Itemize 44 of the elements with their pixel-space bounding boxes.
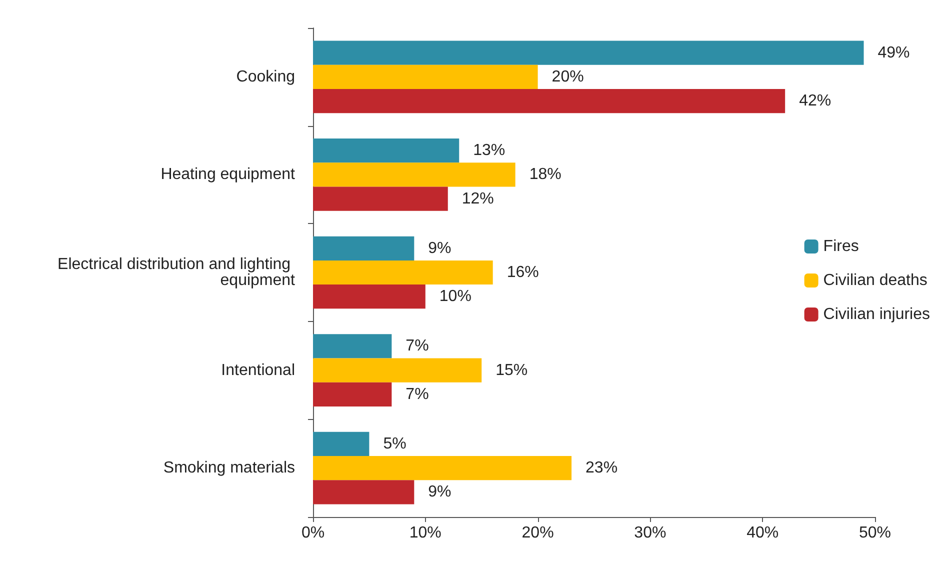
x-tick-label: 20% <box>522 524 554 542</box>
data-label: 5% <box>383 435 406 452</box>
bar <box>313 284 426 309</box>
data-label: 42% <box>799 92 832 110</box>
data-label: 20% <box>552 68 584 86</box>
legend-label: Fires <box>823 238 859 255</box>
bar <box>313 64 538 89</box>
bar <box>313 358 482 382</box>
data-label: 7% <box>406 338 429 355</box>
x-tick-label: 10% <box>409 524 442 542</box>
data-label: 7% <box>406 386 429 403</box>
data-label: 12% <box>462 190 494 208</box>
legend-label: Civilian injuries <box>823 306 930 323</box>
data-label: 18% <box>529 166 562 184</box>
y-tick-label: Heating equipment <box>160 166 296 184</box>
data-label: 16% <box>506 264 539 281</box>
bar <box>313 88 786 114</box>
data-label: 10% <box>439 288 472 306</box>
bar <box>313 40 864 65</box>
bar <box>313 138 460 163</box>
y-tick-label: Electrical distribution and lighting equipment <box>58 256 296 289</box>
bar <box>313 432 370 456</box>
y-tick-label: Cooking <box>236 68 295 86</box>
bar <box>313 456 572 480</box>
bar <box>313 162 516 187</box>
data-label: 13% <box>473 142 506 160</box>
bar <box>313 186 448 211</box>
data-label: 9% <box>428 240 452 257</box>
legend-label: Civilian deaths <box>823 272 928 289</box>
bar <box>313 382 392 406</box>
bar <box>313 334 392 358</box>
x-tick-label: 40% <box>746 524 779 542</box>
data-label: 15% <box>496 362 528 379</box>
data-label: 49% <box>878 44 910 62</box>
data-label: 9% <box>428 484 452 501</box>
bar <box>313 236 414 260</box>
y-tick-label: Smoking materials <box>163 460 295 477</box>
data-label: 23% <box>586 460 618 477</box>
x-tick-label: 50% <box>858 524 892 542</box>
x-tick-label: 30% <box>634 524 666 542</box>
bar <box>313 480 414 504</box>
x-tick-label: 0% <box>301 524 325 542</box>
y-tick-label: Intentional <box>221 362 295 379</box>
bar <box>313 260 493 285</box>
